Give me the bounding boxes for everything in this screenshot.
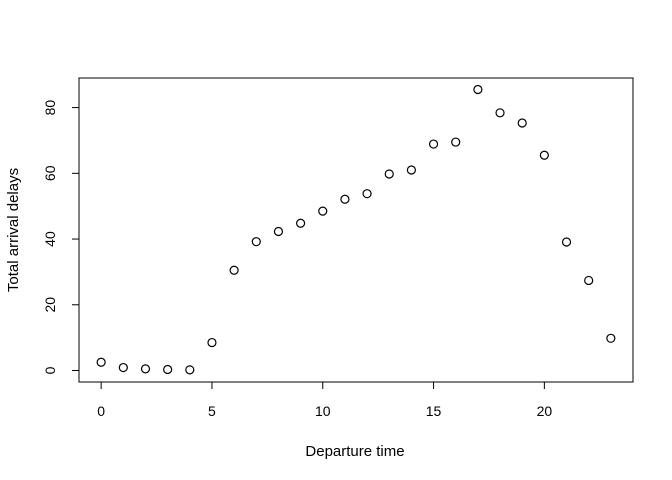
x-tick-label: 5 bbox=[208, 403, 216, 419]
data-point bbox=[561, 237, 572, 247]
x-axis-title: Departure time bbox=[305, 443, 404, 460]
data-points bbox=[96, 84, 616, 375]
data-point bbox=[207, 337, 217, 348]
x-ticks: 0 5 10 15 20 bbox=[97, 382, 552, 419]
x-tick-label: 15 bbox=[426, 403, 442, 419]
data-point bbox=[96, 357, 106, 367]
data-point bbox=[140, 364, 151, 374]
y-ticks: 0 20 40 60 80 bbox=[42, 100, 79, 374]
data-point bbox=[584, 275, 594, 286]
data-point bbox=[451, 137, 461, 147]
x-tick-label: 20 bbox=[537, 403, 553, 419]
data-point bbox=[495, 108, 505, 118]
data-point bbox=[428, 139, 439, 149]
y-tick-label: 40 bbox=[42, 231, 58, 247]
data-point bbox=[406, 165, 416, 175]
x-tick-label: 0 bbox=[97, 403, 105, 419]
data-point bbox=[118, 362, 128, 373]
data-point bbox=[251, 237, 261, 247]
y-tick-label: 60 bbox=[42, 165, 58, 181]
data-point bbox=[473, 84, 483, 95]
data-point bbox=[384, 169, 394, 179]
data-point bbox=[340, 194, 350, 204]
y-axis-title: Total arrival delays bbox=[5, 168, 22, 292]
x-axis: 0 5 10 15 20 bbox=[97, 381, 552, 419]
data-point bbox=[362, 189, 372, 199]
data-point bbox=[229, 265, 239, 275]
y-tick-label: 20 bbox=[42, 297, 58, 313]
data-point bbox=[539, 150, 549, 160]
y-tick-label: 0 bbox=[42, 366, 58, 374]
x-tick-label: 10 bbox=[315, 403, 331, 419]
y-axis: 0 20 40 60 80 bbox=[42, 100, 80, 374]
data-point bbox=[273, 226, 284, 237]
data-point bbox=[517, 118, 527, 128]
data-point bbox=[606, 333, 616, 343]
data-point bbox=[185, 365, 195, 375]
data-point bbox=[318, 206, 328, 216]
y-tick-label: 80 bbox=[42, 100, 58, 116]
data-point bbox=[163, 364, 173, 375]
data-point bbox=[296, 218, 306, 228]
